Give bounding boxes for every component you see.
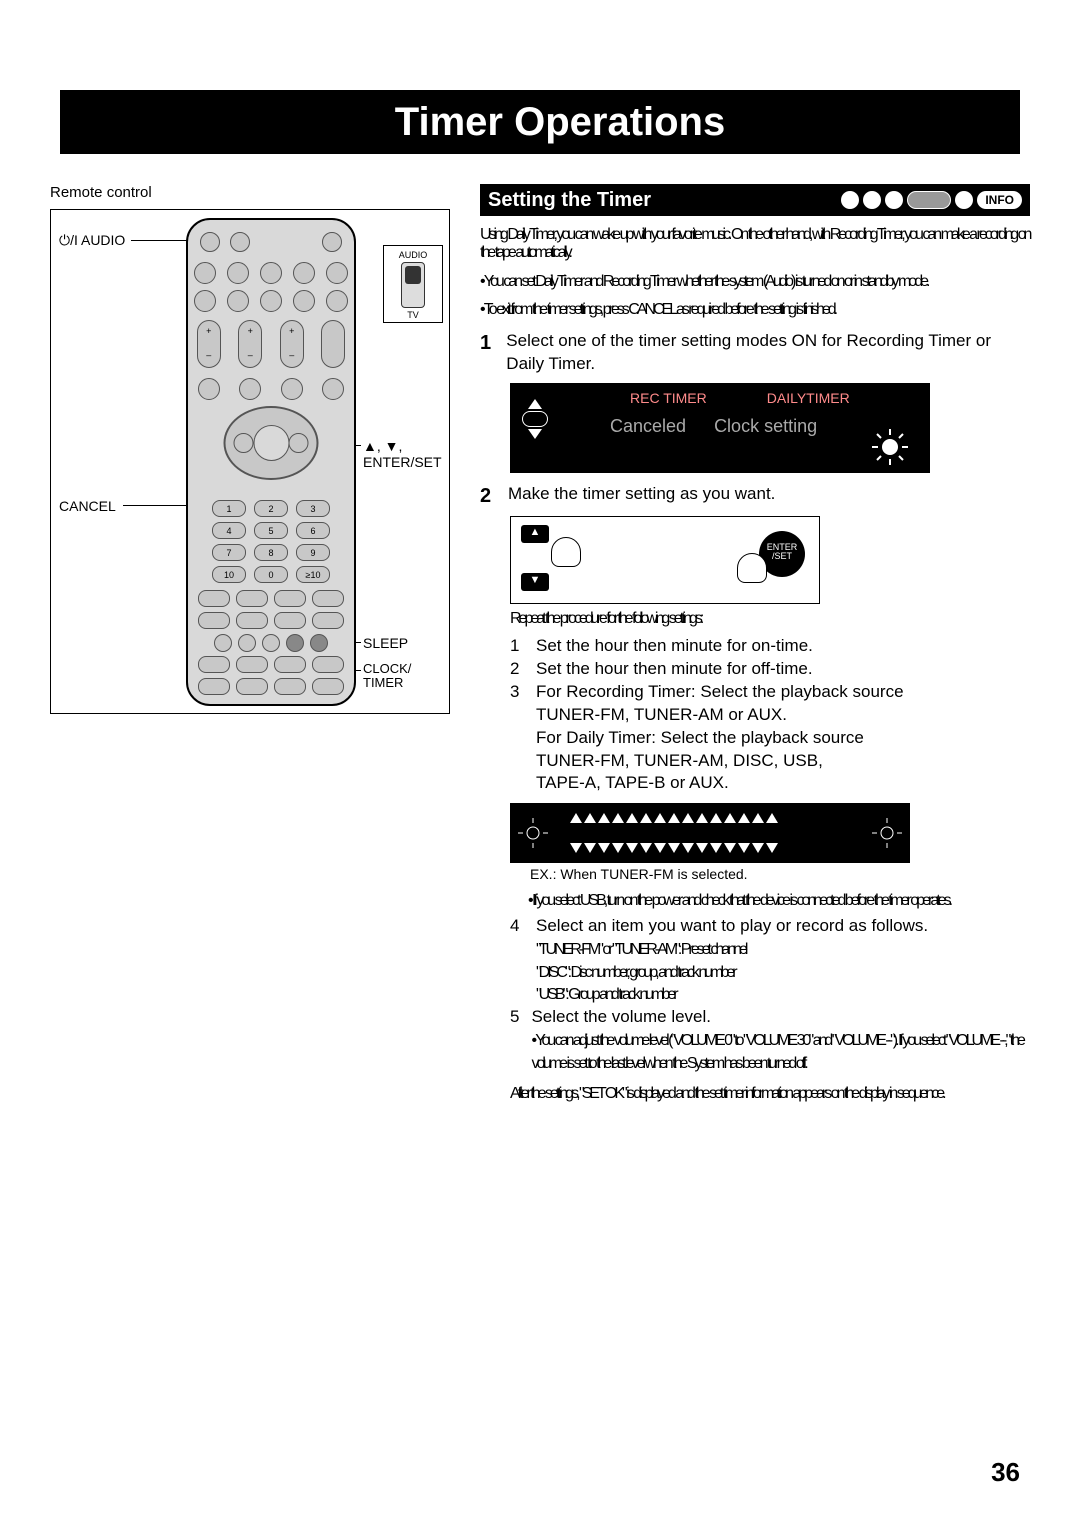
button-row [188,290,354,312]
sleep-button [286,634,304,652]
title-band: Timer Operations [60,90,1020,154]
sub-step: 3 For Recording Timer: Select the playba… [510,681,1030,796]
page-number: 36 [991,1457,1020,1488]
down-arrows [570,843,778,853]
down-triangle-icon [528,429,542,439]
header-icons: INFO [841,191,1022,209]
cancel-callout: CANCEL [59,498,116,514]
repeat-label: Repeat the procedure for the following s… [510,610,1030,628]
clock-callout: CLOCK/TIMER [363,662,411,691]
main-icon [841,191,859,209]
step-text: Select one of the timer setting modes ON… [506,330,1030,376]
intro-bullet: • You can set Daily Timer and Recording … [480,273,1030,291]
step-1: 1 Select one of the timer setting modes … [480,330,1030,376]
sun-icon [870,816,904,850]
sun-icon [516,816,550,850]
source-display-strip [510,803,910,863]
num-row: 100≥10 [188,566,354,583]
rocker: +– [238,320,262,368]
num-row: 123 [188,500,354,517]
strip-caption: EX.: When TUNER-FM is selected. [530,865,1030,884]
oval-row [188,612,354,629]
sub-step: 2Set the hour then minute for off-time. [510,658,1030,681]
rocker: +– [280,320,304,368]
rocker: +– [197,320,221,368]
button-row [188,378,354,400]
remote-label: Remote control [50,184,450,201]
button-icon [522,411,548,427]
rocker-row: +– +– +– [188,320,354,368]
remote-body: +– +– +– 123 456 789 [186,218,356,706]
sub-step: 1Set the hour then minute for on-time. [510,635,1030,658]
switch-tv-label: TV [388,310,438,320]
left-column: Remote control ⏻/I AUDIO ▲, ▼,ENTER/SET … [50,184,450,1104]
step-2: 2 Make the timer setting as you want. [480,483,1030,510]
oval-row [188,678,354,695]
closing-text: After the settings, "SET OK" is displaye… [510,1085,1030,1103]
sub-steps: 1Set the hour then minute for on-time. 2… [480,635,1030,796]
left-side-button [234,433,254,453]
daily-timer-label: DAILYTIMER [767,389,850,408]
canceled-label: Canceled [610,414,686,438]
main-icon [885,191,903,209]
finger-icon [737,553,767,583]
display-screen-1: REC TIMER DAILYTIMER Canceled Clock sett… [510,383,930,473]
step-text: Make the timer setting as you want. [508,483,775,510]
right-column: Setting the Timer INFO Using Daily Timer… [480,184,1030,1104]
intro-para: Using Daily Timer, you can wake up with … [480,226,1030,263]
dpad [224,406,319,480]
sleep-callout: SLEEP [363,635,408,651]
step-number: 1 [480,330,496,376]
power-button [200,232,220,252]
page-title: Timer Operations [395,100,725,145]
sub-step-4: 4 Select an item you want to play or rec… [480,915,1030,1076]
clock-label: Clock setting [714,414,817,438]
content-area: Remote control ⏻/I AUDIO ▲, ▼,ENTER/SET … [40,184,1040,1104]
oval-row [188,656,354,673]
circle-row [188,634,354,652]
step-number: 2 [480,483,498,510]
sun-icon [870,427,910,467]
audio-callout: ⏻/I AUDIO [59,232,125,249]
remote-icon [907,191,951,209]
page: Timer Operations Remote control ⏻/I AUDI… [0,0,1080,1528]
right-side-button [289,433,309,453]
num-row: 456 [188,522,354,539]
remote-button [230,232,250,252]
oval-row [188,590,354,607]
rec-timer-label: REC TIMER [630,389,707,408]
main-icon [955,191,973,209]
down-button-icon: ▼ [521,573,549,591]
finger-icon [551,537,581,567]
button-row [188,262,354,284]
up-triangle-icon [528,399,542,409]
switch-audio-label: AUDIO [388,250,438,260]
section-title: Setting the Timer [488,187,651,214]
up-button-icon: ▲ [521,525,549,543]
remote-frame: ⏻/I AUDIO ▲, ▼,ENTER/SET CANCEL SLEEP CL… [50,209,450,714]
info-tag: INFO [977,191,1022,209]
rocker [321,320,345,368]
remote-button [322,232,342,252]
up-arrows [570,813,778,823]
switch-callout: AUDIO TV [383,245,443,323]
enter-button [253,425,289,461]
sub-step-5: 5 Select the volume level. • You can adj… [510,1006,1030,1075]
enter-callout: ▲, ▼,ENTER/SET [363,438,442,470]
main-icon [863,191,881,209]
usb-note: • If you select USB, turn on the power a… [528,892,1030,910]
switch-knob [405,266,421,284]
leader-line [131,240,193,241]
num-row: 789 [188,544,354,561]
section-header: Setting the Timer INFO [480,184,1030,216]
nav-indicator [518,397,582,445]
display-nav-box: ▲ ▼ ENTER/SET [510,516,820,604]
mode-switch [401,262,425,308]
intro-bullet: • To exit from the timer settings, press… [480,301,1030,319]
